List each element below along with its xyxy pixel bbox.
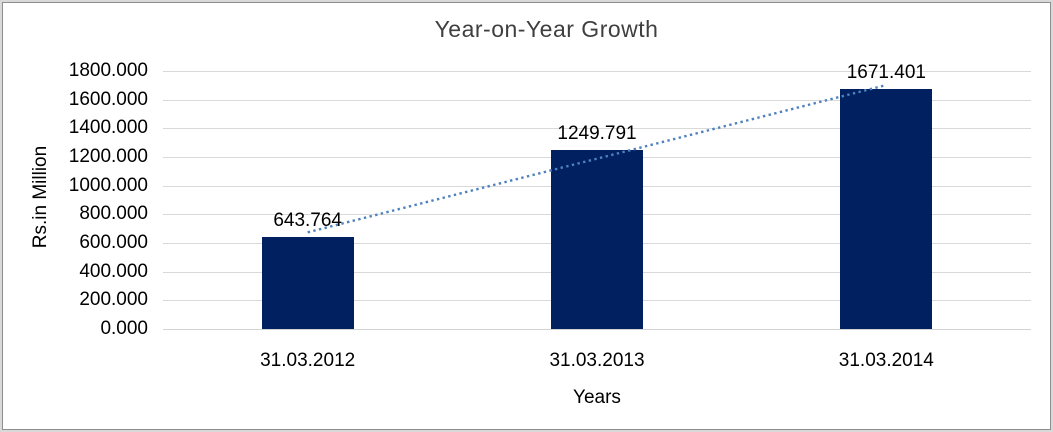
y-tick-label: 1600.000 (68, 88, 148, 110)
bar (551, 149, 643, 329)
y-tick-label: 600.000 (79, 232, 148, 253)
x-tick-label: 31.03.2012 (260, 350, 356, 371)
y-tick-label: 1800.000 (68, 60, 148, 81)
chart-title: Year-on-Year Growth (434, 16, 659, 42)
x-tick-label: 31.03.2014 (838, 350, 934, 371)
bar-data-label: 1249.791 (557, 122, 637, 144)
x-axis-title: Years (573, 387, 621, 408)
bar (840, 89, 933, 329)
y-tick-label: 1000.000 (68, 174, 148, 196)
y-tick-label: 200.000 (79, 289, 148, 311)
bar-data-label: 1671.401 (846, 62, 926, 84)
bar (261, 236, 354, 329)
y-tick-label: 400.000 (79, 260, 148, 282)
y-tick-label: 1400.000 (68, 117, 148, 139)
gridline (163, 71, 1031, 72)
y-tick-label: 800.000 (79, 203, 148, 225)
bar-data-label: 643.764 (273, 209, 342, 231)
x-axis-line (163, 329, 1031, 330)
y-tick-label: 0.000 (100, 318, 148, 339)
y-tick-label: 1200.000 (68, 146, 148, 167)
x-tick-label: 31.03.2013 (549, 350, 645, 371)
